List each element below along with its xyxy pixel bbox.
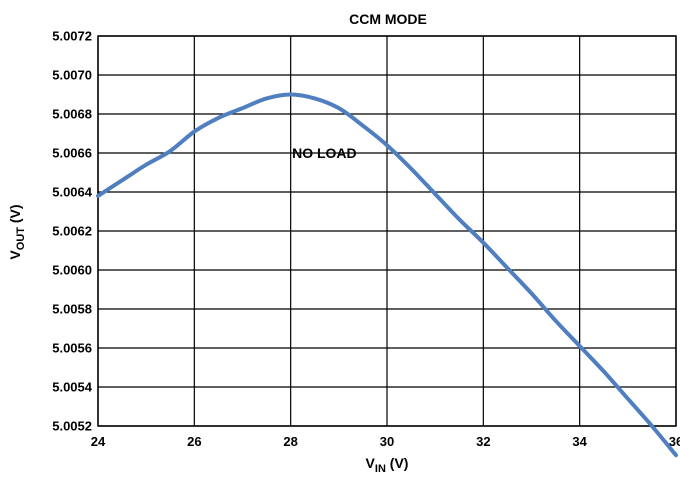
y-axis-title-unit: (V) [7, 204, 23, 227]
x-tick-label: 26 [187, 434, 201, 449]
x-tick-label: 34 [572, 434, 587, 449]
annotations: NO LOAD [292, 145, 357, 161]
y-tick-label: 5.0070 [52, 68, 92, 83]
y-tick-labels: 5.0052 5.0054 5.0056 5.0058 5.0060 5.0062 5.00… [52, 29, 93, 434]
y-tick-label: 5.0054 [52, 380, 93, 395]
y-tick-label: 5.0058 [52, 302, 92, 317]
y-tick-label: 5.0068 [52, 107, 92, 122]
x-tick-label: 36 [669, 434, 680, 449]
y-tick-label: 5.0060 [52, 263, 92, 278]
grid [97, 35, 677, 427]
y-tick-label: 5.0072 [52, 29, 92, 44]
x-tick-label: 30 [380, 434, 394, 449]
x-axis-title-unit: (V) [386, 455, 409, 471]
y-tick-label: 5.0066 [52, 146, 92, 161]
y-tick-label: 5.0052 [52, 419, 92, 434]
x-axis-title: VIN (V) [366, 455, 409, 475]
x-axis-title-main: V [366, 455, 376, 471]
y-tick-label: 5.0056 [52, 341, 92, 356]
x-tick-label: 24 [91, 434, 106, 449]
x-tick-label: 28 [283, 434, 297, 449]
y-axis-title-main: V [7, 250, 23, 260]
chart-title: CCM MODE [349, 11, 427, 27]
plot-frame [97, 35, 677, 427]
annotation-label: NO LOAD [292, 145, 357, 161]
series-layer [96, 92, 678, 458]
x-tick-labels: 24 26 28 30 32 34 36 [91, 434, 680, 449]
series-line [96, 92, 678, 458]
y-axis-title: VOUT (V) [7, 204, 27, 259]
x-axis-title-sub: IN [375, 463, 386, 475]
y-tick-label: 5.0062 [52, 224, 92, 239]
y-axis-title-sub: OUT [15, 227, 27, 251]
x-tick-label: 32 [476, 434, 490, 449]
y-tick-label: 5.0064 [52, 185, 93, 200]
